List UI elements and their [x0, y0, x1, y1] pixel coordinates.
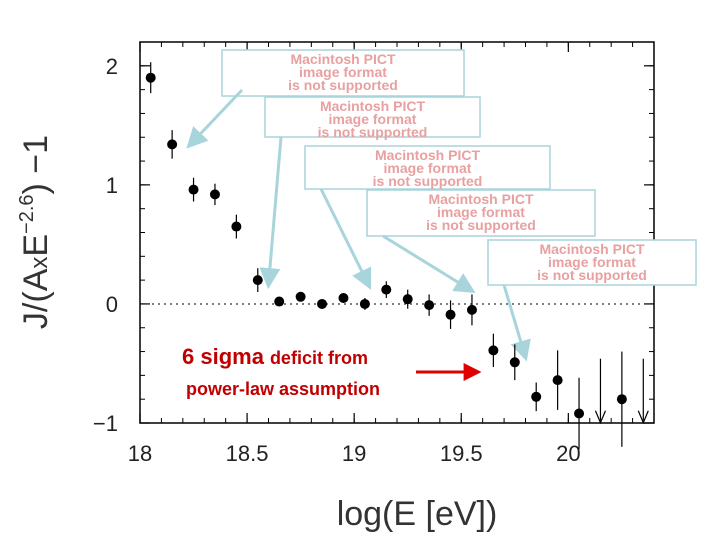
data-point — [509, 357, 520, 368]
pict-pointer-arrow — [319, 188, 372, 290]
y-axis-title: J/(AxE−2.6) −1 — [16, 135, 55, 329]
data-point — [188, 184, 199, 195]
pict-placeholder-text: image format — [437, 204, 525, 220]
pict-placeholder-box — [264, 96, 481, 138]
pict-pointer-arrow — [382, 234, 476, 294]
data-point — [295, 291, 306, 302]
data-point — [359, 298, 370, 309]
annotation-line2: power-law assumption — [186, 379, 380, 399]
x-tick-label: 19.5 — [440, 441, 483, 466]
y-tick-label: −1 — [93, 411, 118, 436]
pict-placeholder-text: Macintosh PICT — [428, 191, 533, 207]
pict-placeholder-text: Macintosh PICT — [320, 98, 425, 114]
pict-pointer-arrow — [259, 136, 283, 290]
y-axis-title-times: x — [26, 257, 53, 269]
pict-placeholder-box — [221, 49, 465, 97]
pict-placeholder-box — [304, 145, 551, 190]
data-point — [424, 300, 435, 311]
pict-placeholder-text: is not supported — [373, 173, 483, 189]
y-tick-label: 2 — [106, 54, 118, 79]
pict-pointer-arrow — [186, 88, 244, 149]
y-axis-title-post: ) −1 — [17, 135, 55, 195]
pict-pointer-arrow — [502, 284, 531, 362]
x-tick-label: 18.5 — [226, 441, 269, 466]
data-point — [402, 294, 413, 305]
data-point — [488, 345, 499, 356]
data-point — [466, 304, 477, 315]
y-axis-title-E: E — [17, 234, 55, 257]
pict-placeholder-text: Macintosh PICT — [375, 147, 480, 163]
pict-placeholder-text: is not supported — [537, 267, 647, 283]
data-point — [274, 296, 285, 307]
pict-placeholder-text: Macintosh PICT — [290, 51, 395, 67]
x-axis-title: log(E [eV]) — [337, 495, 498, 533]
data-point — [552, 375, 563, 386]
y-tick-label: 0 — [106, 292, 118, 317]
x-tick-label: 20 — [556, 441, 580, 466]
pict-placeholder-text: Macintosh PICT — [539, 241, 644, 257]
annotation-6-sigma: 6 sigma — [182, 344, 265, 369]
upper-limit-arrowhead — [594, 410, 607, 425]
pict-placeholder-box — [487, 239, 697, 286]
data-point — [445, 309, 456, 320]
data-point — [209, 189, 220, 200]
pict-placeholder-box — [366, 189, 596, 237]
x-tick-label: 19 — [342, 441, 366, 466]
data-point — [252, 275, 263, 286]
pict-placeholder-text: image format — [329, 111, 417, 127]
data-point — [167, 139, 178, 150]
data-point — [317, 298, 328, 309]
data-point — [616, 394, 627, 405]
data-point — [531, 391, 542, 402]
x-tick-label: 18 — [128, 441, 152, 466]
y-axis-title-exp: −2.6 — [16, 194, 38, 233]
y-axis-title-pre: J/(A — [17, 268, 55, 329]
pict-placeholder-text: is not supported — [426, 217, 536, 233]
data-point — [574, 408, 585, 419]
pict-placeholder-text: is not supported — [288, 77, 398, 93]
pict-placeholder-text: image format — [548, 254, 636, 270]
data-point — [338, 292, 349, 303]
data-point — [145, 72, 156, 83]
pict-placeholder-text: image format — [299, 64, 387, 80]
annotation-deficit-from: deficit from — [270, 348, 368, 368]
data-point — [381, 284, 392, 295]
data-point — [231, 221, 242, 232]
annotation-line1: 6 sigma deficit from — [182, 344, 368, 369]
y-tick-label: 1 — [106, 173, 118, 198]
pict-placeholder-text: image format — [384, 160, 472, 176]
pict-placeholder-text: is not supported — [318, 124, 428, 140]
upper-limit-arrowhead — [637, 410, 649, 425]
